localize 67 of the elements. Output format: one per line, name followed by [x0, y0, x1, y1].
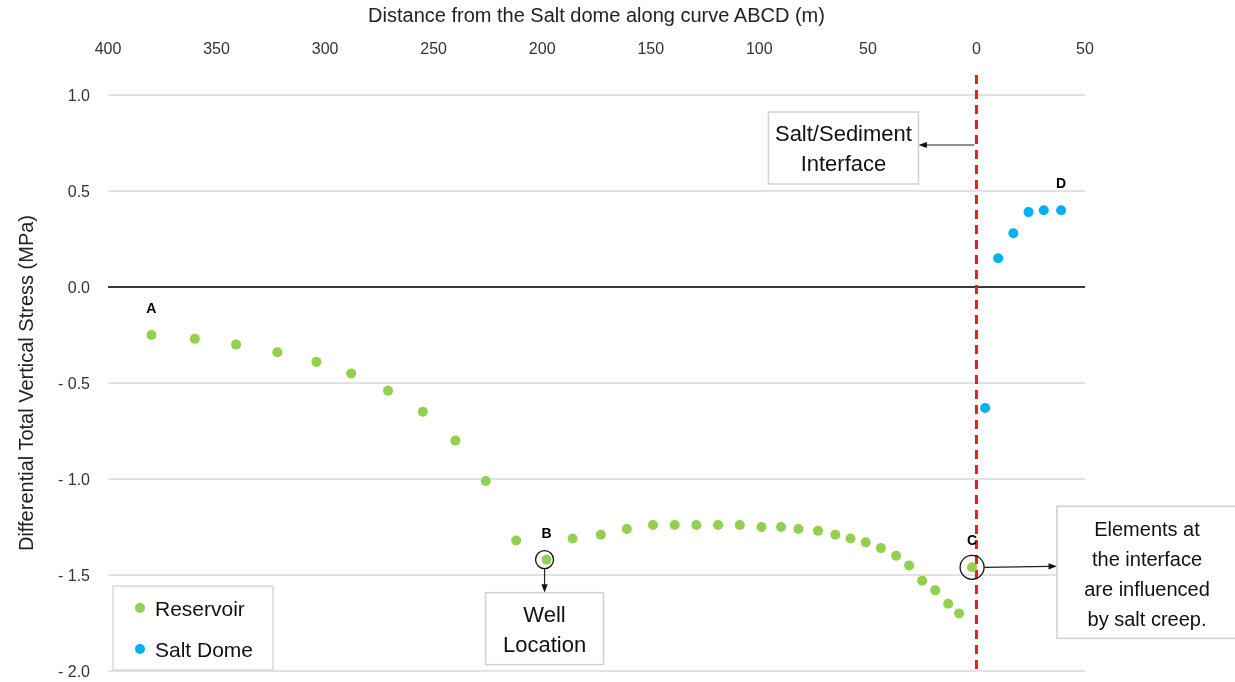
point: [891, 550, 902, 561]
point: [621, 523, 632, 534]
x-tick-label: 0: [971, 40, 981, 57]
annotation: Well Location: [502, 602, 587, 658]
y-tick-label: - 0.5: [57, 375, 91, 392]
annotation: C: [967, 532, 978, 549]
x-tick-label: 50: [1076, 40, 1094, 57]
y-tick-label: - 1.5: [57, 567, 91, 584]
point: [930, 585, 941, 596]
point: [480, 475, 491, 486]
x-tick-label: 350: [203, 40, 230, 57]
point: [272, 347, 283, 358]
legend-label: Reservoir: [155, 597, 245, 620]
point: [713, 520, 724, 531]
point: [691, 520, 702, 531]
x-tick-label: 200: [528, 40, 556, 57]
x-tick-label: 100: [745, 40, 773, 57]
point: [943, 598, 954, 609]
point: [417, 406, 428, 417]
point: [595, 529, 606, 540]
y-tick-label: - 1.0: [57, 471, 91, 488]
point: [793, 523, 804, 534]
point: [734, 520, 745, 531]
ref-line-label: Salt/Sediment Interface: [774, 121, 912, 177]
point: [231, 339, 242, 350]
point: [1038, 205, 1049, 216]
point: [346, 368, 357, 379]
point: [830, 529, 841, 540]
x-tick-label: 50: [858, 40, 877, 57]
annotation: D: [1056, 175, 1067, 192]
x-tick-label: 400: [94, 40, 122, 57]
point: [669, 520, 680, 531]
y-tick-label: - 2.0: [57, 663, 91, 680]
y-tick-label: 0.0: [67, 279, 91, 296]
point: [146, 330, 157, 340]
x-tick-label: 150: [637, 40, 665, 57]
x-tick-label: 250: [420, 40, 448, 57]
point: [993, 253, 1004, 264]
point: [1023, 207, 1034, 218]
point: [567, 533, 578, 544]
point: [980, 402, 991, 413]
point: [875, 543, 886, 554]
point: [647, 520, 658, 531]
point: [756, 522, 767, 532]
point: [812, 525, 823, 536]
x-axis-title: Distance from the Salt dome along curve ABCD (m): [368, 4, 825, 26]
y-axis-title: Differential Total Vertical Stress (MPa): [15, 214, 37, 552]
point: [1056, 205, 1067, 216]
y-tick-label: 0.5: [67, 183, 91, 200]
annotation: Elements at the interface are influenced by salt creep.: [1084, 517, 1210, 630]
point: [311, 356, 322, 367]
y-tick-label: 1.0: [67, 87, 91, 104]
point: [383, 385, 394, 396]
point: [450, 435, 461, 446]
point: [917, 575, 928, 586]
point: [954, 608, 965, 619]
point: [776, 522, 787, 532]
point: [511, 535, 522, 546]
point: [845, 533, 856, 544]
legend-label: Salt Dome: [155, 638, 254, 661]
annotation: B: [541, 524, 552, 541]
annotation: A: [146, 300, 157, 316]
point: [860, 537, 871, 548]
point: [904, 560, 915, 571]
point: [189, 333, 200, 344]
x-tick-label: 300: [311, 40, 339, 57]
point: [1008, 228, 1019, 239]
